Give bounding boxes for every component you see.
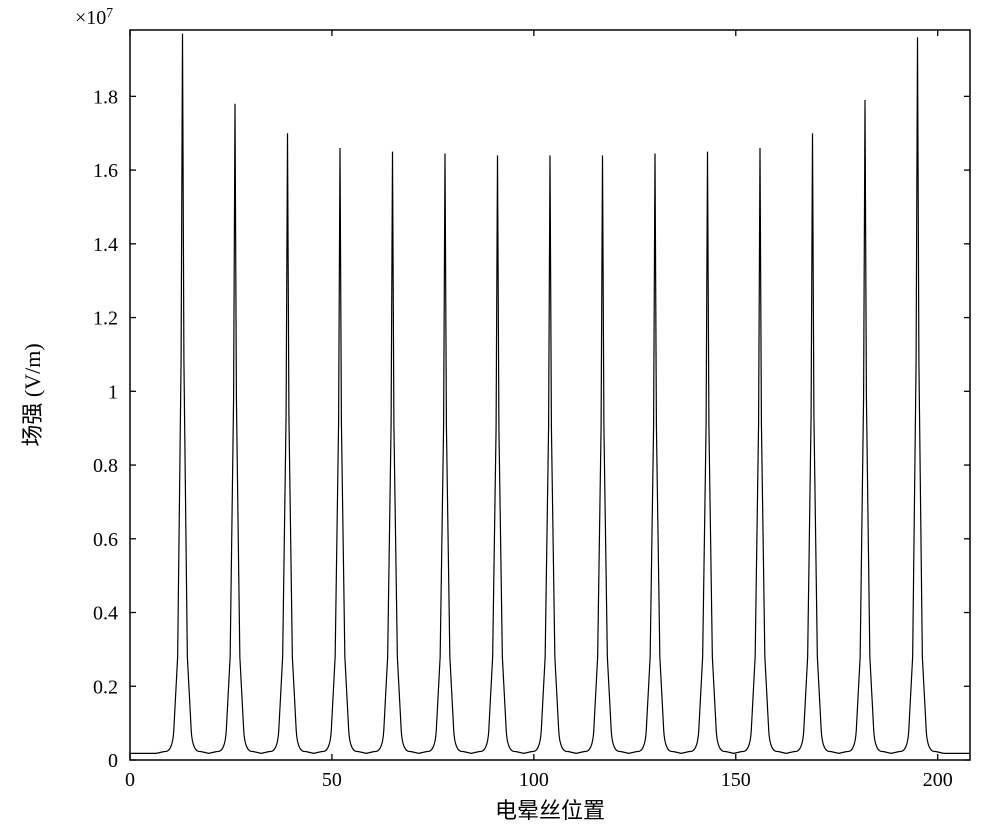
y-tick-label: 1.4 xyxy=(93,234,118,256)
y-tick-label: 0.6 xyxy=(93,529,118,551)
chart-container: 0 50 100 150 200 0 0.2 0.4 0.6 0.8 1 1.2 1.4 1.6 1.8 ×1… xyxy=(0,0,1000,840)
y-axis-label: 场强 (V/m) xyxy=(20,343,45,446)
x-tick-label: 200 xyxy=(923,769,953,791)
y-tick-label: 0.8 xyxy=(93,455,118,477)
y-tick-label: 0.2 xyxy=(93,676,118,698)
plot-box xyxy=(130,30,970,760)
field-strength-line xyxy=(130,34,970,754)
x-tick-label: 150 xyxy=(721,769,751,791)
x-tick-label: 0 xyxy=(125,769,135,791)
x-tick-label: 50 xyxy=(322,769,342,791)
x-tick-label: 100 xyxy=(519,769,549,791)
y-tick-label: 1.8 xyxy=(93,86,118,108)
field-strength-chart: 0 50 100 150 200 0 0.2 0.4 0.6 0.8 1 1.2 1.4 1.6 1.8 ×1… xyxy=(0,0,1000,840)
y-exponent-label: ×107 xyxy=(75,5,113,30)
y-tick-label: 0 xyxy=(108,750,118,772)
y-tick-label: 0.4 xyxy=(93,603,118,625)
y-tick-label: 1.2 xyxy=(93,308,118,330)
x-axis-label: 电晕丝位置 xyxy=(495,798,605,823)
y-tick-label: 1.6 xyxy=(93,160,118,182)
y-tick-label: 1 xyxy=(108,381,118,403)
